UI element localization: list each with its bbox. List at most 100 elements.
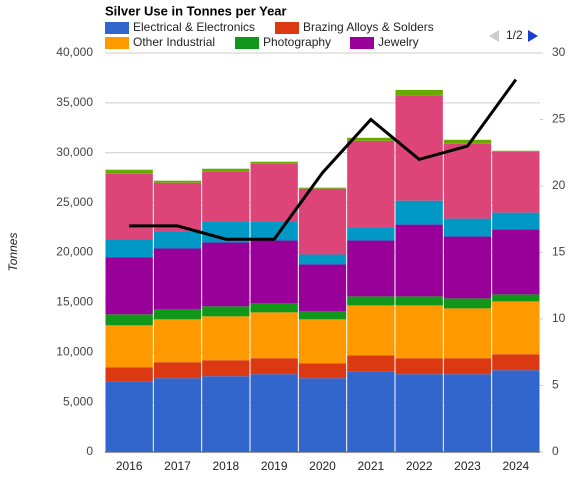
bar-segment — [347, 227, 395, 241]
bar-segment — [250, 303, 298, 313]
y-tick-label: 20,000 — [56, 245, 93, 259]
bar-segment — [298, 311, 347, 320]
bar-segment — [298, 264, 347, 312]
y-tick-label: 25,000 — [56, 195, 93, 209]
legend-swatch — [275, 22, 299, 34]
bar-segment — [153, 378, 202, 452]
x-tick-label: 2023 — [454, 459, 481, 473]
bar-segment — [395, 305, 443, 359]
bar-segment — [298, 254, 347, 265]
x-tick-label: 2016 — [116, 459, 143, 473]
bar-segment — [298, 378, 347, 452]
legend-swatch — [105, 37, 129, 49]
bar-segment — [492, 229, 540, 295]
bar-segment — [395, 95, 443, 201]
bar-segment — [202, 316, 250, 361]
legend-swatch — [235, 37, 259, 49]
bar-segment — [492, 294, 540, 302]
bar-segment — [492, 150, 540, 152]
y2-tick-label: 20 — [552, 178, 566, 192]
bar-segment — [298, 188, 347, 255]
bar-segment — [250, 240, 298, 304]
bar-segment — [105, 367, 153, 382]
bar-segment — [202, 168, 250, 172]
bar-segment — [298, 187, 347, 189]
bar-segment — [105, 173, 153, 240]
y2-tick-label: 25 — [552, 112, 566, 126]
y-tick-label: 0 — [86, 444, 93, 458]
legend-label: Brazing Alloys & Solders — [303, 20, 434, 34]
bar-segment — [153, 231, 202, 249]
legend-label: Electrical & Electronics — [133, 20, 255, 34]
bar-segment — [443, 218, 492, 237]
bar-segment — [443, 139, 492, 144]
bar-segment — [443, 308, 492, 359]
legend-swatch — [105, 22, 129, 34]
legend-swatch — [350, 37, 374, 49]
bar-segment — [105, 257, 153, 315]
bar-segment — [347, 355, 395, 372]
y-axis-label: Tonnes — [6, 233, 20, 272]
bar-segment — [105, 381, 153, 452]
bar-segment — [347, 371, 395, 452]
bar-segment — [492, 370, 540, 452]
bar-segment — [298, 363, 347, 379]
x-tick-label: 2022 — [406, 459, 433, 473]
bar-segment — [347, 296, 395, 306]
legend-label: Jewelry — [378, 35, 419, 49]
bar-segment — [347, 305, 395, 356]
bar-segment — [153, 362, 202, 379]
bar-segment — [395, 224, 443, 297]
bar-segment — [250, 161, 298, 164]
bar-segment — [250, 374, 298, 452]
x-tick-label: 2017 — [164, 459, 191, 473]
bar-segment — [250, 163, 298, 222]
y-tick-label: 30,000 — [56, 145, 93, 159]
bar-segment — [492, 212, 540, 230]
bar-segment — [250, 312, 298, 359]
y-tick-label: 5,000 — [63, 394, 93, 408]
bar-segment — [443, 236, 492, 299]
legend-prev[interactable] — [489, 30, 499, 42]
bar-segment — [153, 309, 202, 320]
bar-segment — [347, 137, 395, 141]
bar-segment — [153, 180, 202, 183]
y2-tick-label: 15 — [552, 245, 566, 259]
bar-segment — [395, 374, 443, 452]
chart-title: Silver Use in Tonnes per Year — [105, 3, 287, 18]
y-tick-label: 15,000 — [56, 295, 93, 309]
bar-segment — [492, 354, 540, 371]
x-tick-label: 2024 — [502, 459, 529, 473]
bar-segment — [105, 169, 153, 174]
bar-segment — [153, 182, 202, 232]
bar-segment — [250, 221, 298, 241]
bar-segment — [202, 306, 250, 317]
bar-segment — [202, 171, 250, 222]
legend-label: Other Industrial — [133, 35, 215, 49]
legend-page: 1/2 — [506, 28, 523, 42]
bar-segment — [492, 301, 540, 355]
x-tick-label: 2021 — [357, 459, 384, 473]
bar-segment — [153, 248, 202, 310]
x-tick-label: 2020 — [309, 459, 336, 473]
bar-segment — [492, 151, 540, 213]
y2-tick-label: 5 — [552, 378, 559, 392]
bar-segment — [347, 140, 395, 228]
bar-segment — [395, 89, 443, 96]
bar-segment — [395, 358, 443, 375]
y-tick-label: 10,000 — [56, 344, 93, 358]
bar-segment — [202, 242, 250, 307]
bar-segment — [395, 200, 443, 225]
y-tick-label: 35,000 — [56, 95, 93, 109]
bar-segment — [443, 374, 492, 452]
bar-segment — [202, 376, 250, 452]
bar-segment — [202, 360, 250, 377]
bar-segment — [153, 319, 202, 363]
bar-segment — [443, 358, 492, 375]
bar-segment — [298, 319, 347, 364]
x-tick-label: 2018 — [212, 459, 239, 473]
legend-label: Photography — [263, 35, 331, 49]
bar-segment — [105, 314, 153, 326]
legend-next[interactable] — [528, 30, 538, 42]
